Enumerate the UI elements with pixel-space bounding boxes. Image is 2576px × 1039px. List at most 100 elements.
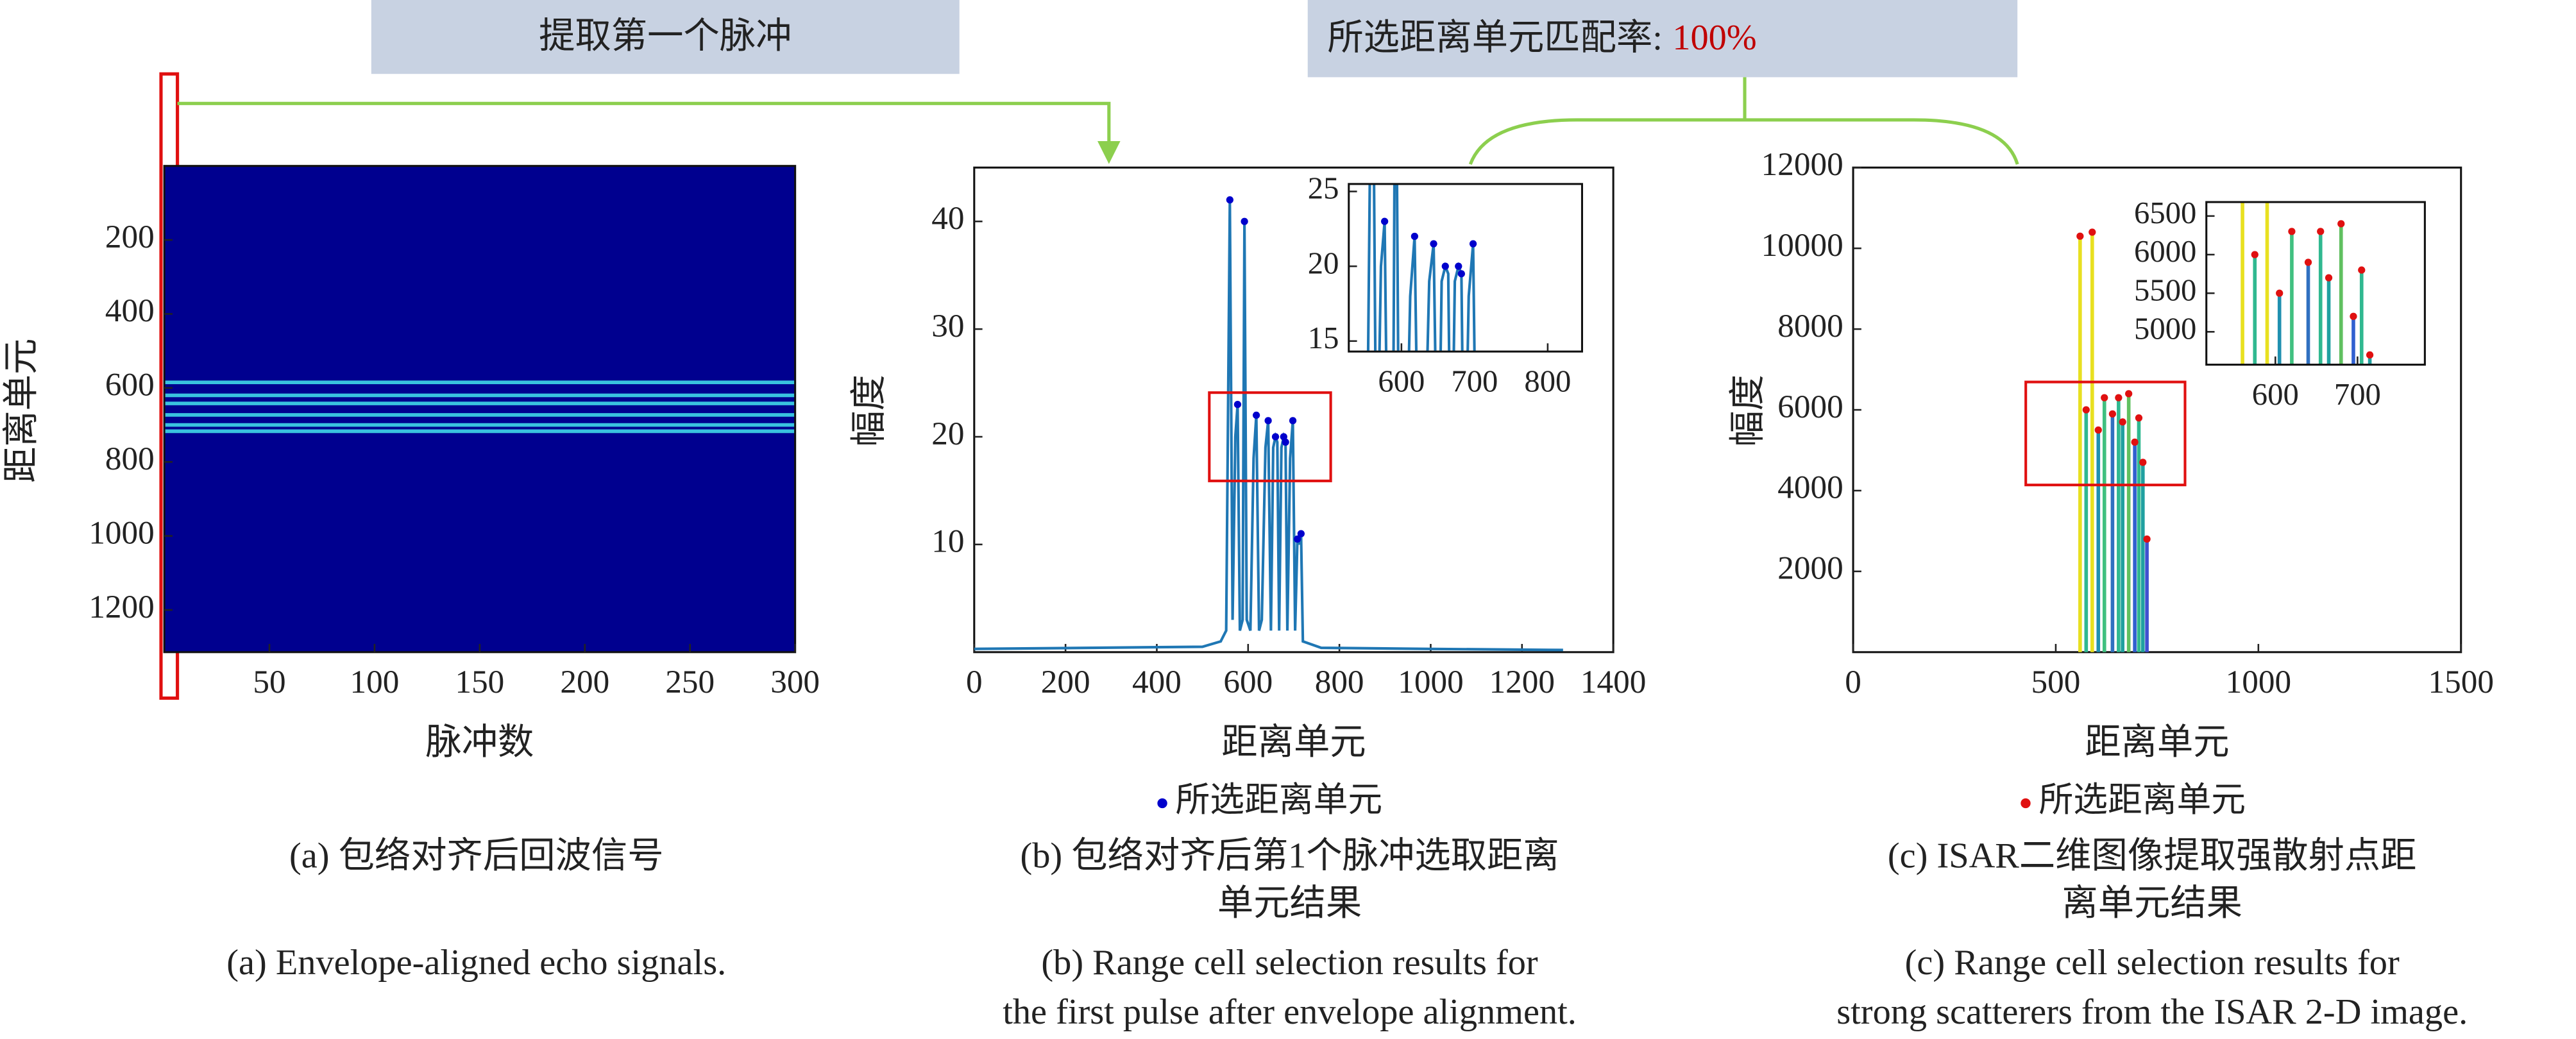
selected-point [2350, 312, 2357, 320]
x-axis-label: 距离单元 [1221, 723, 1366, 763]
y-tick-label: 20 [931, 416, 964, 452]
selected-point [1380, 217, 1389, 225]
y-tick-label: 10000 [1761, 227, 1843, 264]
selected-point [1233, 401, 1242, 409]
y-tick-label: 200 [105, 219, 155, 255]
legend-label: 所选距离单元 [2038, 781, 2246, 819]
y-tick-label: 1000 [89, 514, 154, 551]
y-tick-label: 4000 [1777, 469, 1843, 506]
x-tick-label: 1400 [1580, 664, 1646, 700]
y-axis-label: 幅度 [1728, 375, 1768, 447]
x-tick-label: 1000 [1398, 664, 1463, 700]
selected-point [2094, 426, 2102, 434]
x-tick-label: 800 [1315, 664, 1364, 700]
y-tick-label: 600 [105, 367, 155, 403]
x-tick-label: 300 [770, 664, 820, 700]
selected-point [1264, 417, 1272, 425]
banner-text: 所选距离单元匹配率: [1327, 18, 1663, 58]
x-tick-label: 200 [560, 664, 609, 700]
x-tick-label: 100 [350, 664, 400, 700]
x-tick-label: 700 [2334, 377, 2381, 412]
x-tick-label: 400 [1132, 664, 1182, 700]
selected-point [2251, 251, 2258, 258]
selected-point [2317, 228, 2325, 235]
y-tick-label: 5000 [2134, 312, 2196, 346]
selected-point [1411, 232, 1419, 241]
caption-en: (c) Range cell selection results for [1905, 943, 2400, 983]
y-tick-label: 6000 [2134, 234, 2196, 269]
selected-point [2358, 266, 2366, 274]
selected-point [1430, 240, 1437, 248]
legend-marker [2021, 798, 2031, 809]
y-tick-label: 1200 [89, 589, 154, 625]
y-tick-label: 10 [931, 523, 964, 560]
x-tick-label: 700 [1451, 364, 1498, 399]
x-tick-label: 1200 [1489, 664, 1555, 700]
y-tick-label: 2000 [1777, 550, 1843, 587]
selected-point [1441, 262, 1449, 270]
banner-box [1307, 0, 2018, 78]
amplitude-line [974, 199, 1563, 652]
x-tick-label: 600 [2252, 377, 2299, 412]
selected-point [2115, 394, 2123, 401]
selected-point [2076, 232, 2084, 240]
selected-point [1271, 433, 1280, 441]
x-tick-label: 1500 [2428, 664, 2493, 700]
plot-area [974, 196, 1563, 652]
selected-point [1282, 438, 1289, 446]
inset-bg [1348, 183, 1582, 352]
caption-cn: (a) 包络对齐后回波信号 [289, 836, 664, 875]
caption-en: the first pulse after envelope alignment… [1003, 992, 1577, 1032]
y-tick-label: 15 [1308, 321, 1339, 355]
zoom-box [1208, 391, 1332, 482]
inset-bg [2206, 202, 2425, 365]
selected-point [1252, 411, 1260, 419]
x-tick-label: 600 [1378, 364, 1425, 399]
y-axis-label: 幅度 [849, 375, 889, 447]
plot-area [2076, 228, 2151, 652]
x-tick-label: 600 [1223, 664, 1273, 700]
selected-point [2276, 289, 2284, 297]
connector [1468, 77, 2019, 165]
connector [177, 101, 1121, 164]
x-tick-label: 250 [665, 664, 715, 700]
selected-point [2119, 418, 2126, 426]
selected-point [1226, 196, 1233, 204]
y-tick-label: 40 [931, 200, 964, 237]
selected-point [1469, 240, 1477, 248]
selected-point [2337, 220, 2345, 228]
caption-en: strong scatterers from the ISAR 2-D imag… [1836, 992, 2468, 1032]
banner-text: 提取第一个脉冲 [539, 16, 792, 56]
selected-point [2108, 410, 2117, 418]
y-tick-label: 400 [105, 292, 155, 329]
selected-point [1289, 417, 1297, 425]
caption-cn: (b) 包络对齐后第1个脉冲选取距离 [1020, 836, 1559, 875]
selected-point [1297, 530, 1305, 537]
match-rate: 100% [1672, 18, 1756, 58]
y-axis-label: 距离单元 [1, 339, 41, 483]
y-tick-label: 12000 [1761, 146, 1843, 183]
x-tick-label: 200 [1041, 664, 1090, 700]
x-tick-label: 0 [966, 664, 983, 700]
caption-cn: 单元结果 [1217, 884, 1362, 924]
selected-point [1457, 270, 1465, 278]
selected-point [2143, 535, 2151, 543]
heatmap-bg [164, 165, 795, 652]
selected-point [2366, 351, 2374, 359]
selected-point [2304, 258, 2312, 266]
x-tick-label: 500 [2031, 664, 2081, 700]
selected-point [2139, 459, 2147, 466]
caption-en: (a) Envelope-aligned echo signals. [226, 943, 726, 983]
selected-point [2125, 390, 2133, 398]
selected-point [2135, 414, 2143, 422]
banner-box [371, 0, 960, 74]
inset-frame [1348, 183, 1583, 353]
x-axis-label: 距离单元 [2085, 723, 2229, 763]
y-tick-label: 30 [931, 308, 964, 344]
amplitude-line [1366, 183, 1476, 352]
plot-area [2241, 202, 2374, 365]
selected-point [1455, 262, 1462, 270]
y-tick-label: 20 [1308, 246, 1339, 280]
y-tick-label: 8000 [1777, 308, 1843, 344]
